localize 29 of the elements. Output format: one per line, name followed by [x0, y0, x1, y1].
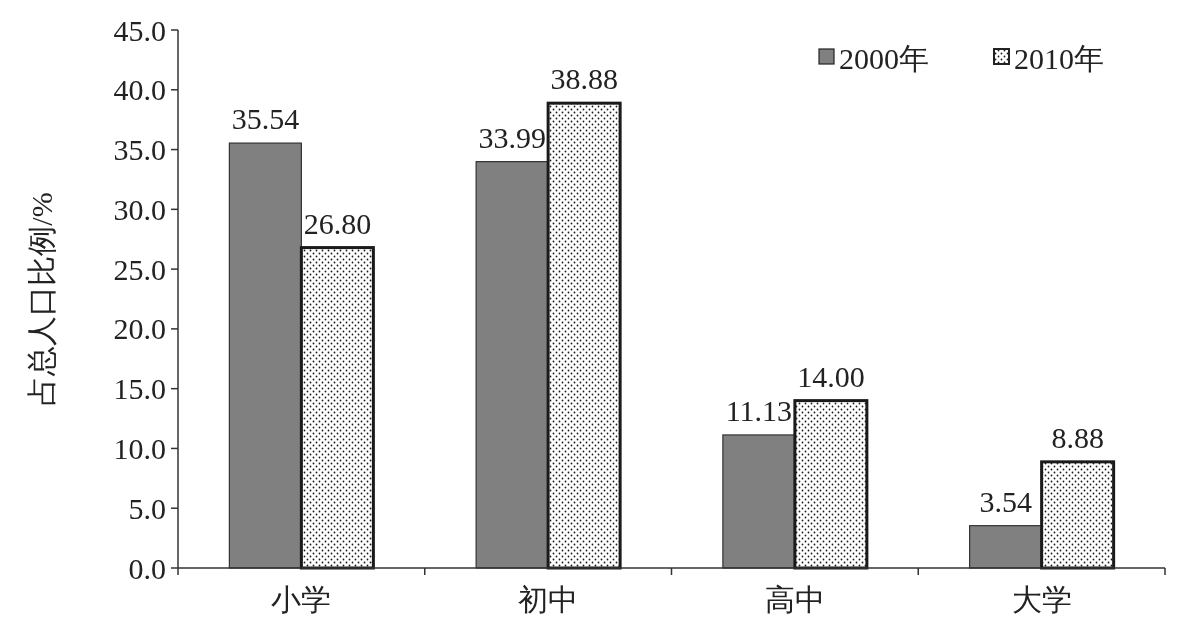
bar	[299, 246, 375, 570]
legend-label: 2010年	[1014, 41, 1104, 75]
y-tick-label: 15.0	[113, 372, 166, 406]
y-tick-label: 30.0	[113, 192, 166, 226]
x-tick-label: 大学	[1011, 583, 1072, 616]
y-axis-title: 占总人口比例/%	[25, 192, 58, 406]
y-tick-label: 5.0	[128, 491, 166, 525]
y-tick-label: 40.0	[113, 73, 166, 107]
y-tick-label: 25.0	[113, 252, 166, 286]
x-tick-label: 高中	[764, 583, 825, 616]
data-label: 11.13	[725, 393, 793, 427]
legend-label: 2000年	[839, 41, 929, 75]
y-tick-label: 45.0	[113, 13, 166, 47]
data-label: 14.00	[797, 359, 865, 393]
data-label: 3.54	[979, 484, 1032, 518]
data-label: 35.54	[231, 102, 300, 136]
data-label: 26.80	[303, 206, 372, 240]
x-tick-label: 初中	[518, 583, 579, 616]
bar	[793, 399, 869, 570]
y-tick-label: 35.0	[113, 133, 166, 167]
data-label: 33.99	[478, 120, 546, 154]
bar	[1040, 460, 1116, 570]
data-label: 8.88	[1051, 420, 1104, 454]
bar	[546, 101, 622, 570]
x-tick-label: 小学	[271, 583, 332, 616]
y-tick-label: 10.0	[113, 431, 166, 465]
y-tick-label: 20.0	[113, 312, 166, 346]
y-tick-label: 0.0	[128, 551, 166, 585]
data-label: 38.88	[550, 62, 618, 96]
